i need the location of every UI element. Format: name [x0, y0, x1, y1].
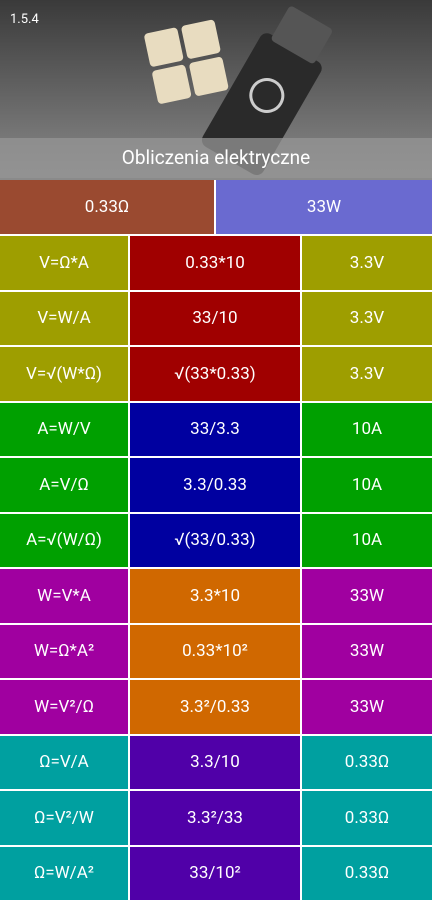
formula-row: V=W/A 33/10 3.3V [0, 291, 432, 345]
formula-row: V=√(W*Ω) √(33*0.33) 3.3V [0, 347, 432, 401]
result-cell: 33W [302, 680, 432, 734]
formula-row: W=Ω*A² 0.33*10² 33W [0, 624, 432, 678]
formula-cell: A=V/Ω [0, 458, 128, 512]
formula-cell: Ω=V²/W [0, 791, 128, 845]
inputs: 0.33Ω 33W [0, 180, 432, 234]
formula-row: A=√(W/Ω) √(33/0.33) 10A [0, 513, 432, 567]
calculation-cell: 3.3/10 [130, 735, 300, 789]
calculation-cell: √(33/0.33) [130, 513, 300, 567]
formula-row: Ω=W/A² 33/10² 0.33Ω [0, 846, 432, 900]
result-cell: 33W [302, 624, 432, 678]
calculation-cell: 33/10² [130, 846, 300, 900]
result-cell: 0.33Ω [302, 846, 432, 900]
title-bar: Obliczenia elektryczne [0, 138, 432, 178]
formula-cell: W=V*A [0, 569, 128, 623]
calculation-cell: 0.33*10² [130, 624, 300, 678]
formula-row: W=V*A 3.3*10 33W [0, 569, 432, 623]
formula-cell: A=W/V [0, 402, 128, 456]
calculation-cell: 3.3²/0.33 [130, 680, 300, 734]
formula-cell: V=√(W*Ω) [0, 347, 128, 401]
calculation-cell: 33/3.3 [130, 402, 300, 456]
resistance-input[interactable]: 0.33Ω [0, 180, 214, 234]
formula-cell: V=W/A [0, 291, 128, 345]
formula-cell: Ω=V/A [0, 735, 128, 789]
calculation-cell: √(33*0.33) [130, 347, 300, 401]
result-cell: 3.3V [302, 291, 432, 345]
formula-row: Ω=V/A 3.3/10 0.33Ω [0, 735, 432, 789]
result-cell: 3.3V [302, 236, 432, 290]
power-input[interactable]: 33W [216, 180, 432, 234]
formula-cell: V=Ω*A [0, 236, 128, 290]
formula-row: V=Ω*A 0.33*10 3.3V [0, 236, 432, 290]
calculation-cell: 0.33*10 [130, 236, 300, 290]
result-cell: 33W [302, 569, 432, 623]
result-cell: 10A [302, 458, 432, 512]
calculation-cell: 3.3/0.33 [130, 458, 300, 512]
formula-cell: Ω=W/A² [0, 846, 128, 900]
formula-row: W=V²/Ω 3.3²/0.33 33W [0, 680, 432, 734]
calculation-cell: 3.3²/33 [130, 791, 300, 845]
formula-row: A=V/Ω 3.3/0.33 10A [0, 458, 432, 512]
formula-cell: W=Ω*A² [0, 624, 128, 678]
result-cell: 3.3V [302, 347, 432, 401]
result-cell: 10A [302, 513, 432, 567]
result-cell: 10A [302, 402, 432, 456]
calculation-cell: 3.3*10 [130, 569, 300, 623]
calculation-cell: 33/10 [130, 291, 300, 345]
result-cell: 0.33Ω [302, 735, 432, 789]
formula-row: A=W/V 33/3.3 10A [0, 402, 432, 456]
formula-cell: W=V²/Ω [0, 680, 128, 734]
result-cell: 0.33Ω [302, 791, 432, 845]
formula-row: Ω=V²/W 3.3²/33 0.33Ω [0, 791, 432, 845]
formula-cell: A=√(W/Ω) [0, 513, 128, 567]
version-label: 1.5.4 [10, 12, 39, 27]
formula-table: V=Ω*A 0.33*10 3.3V V=W/A 33/10 3.3V V=√(W*Ω) √(… [0, 236, 432, 900]
